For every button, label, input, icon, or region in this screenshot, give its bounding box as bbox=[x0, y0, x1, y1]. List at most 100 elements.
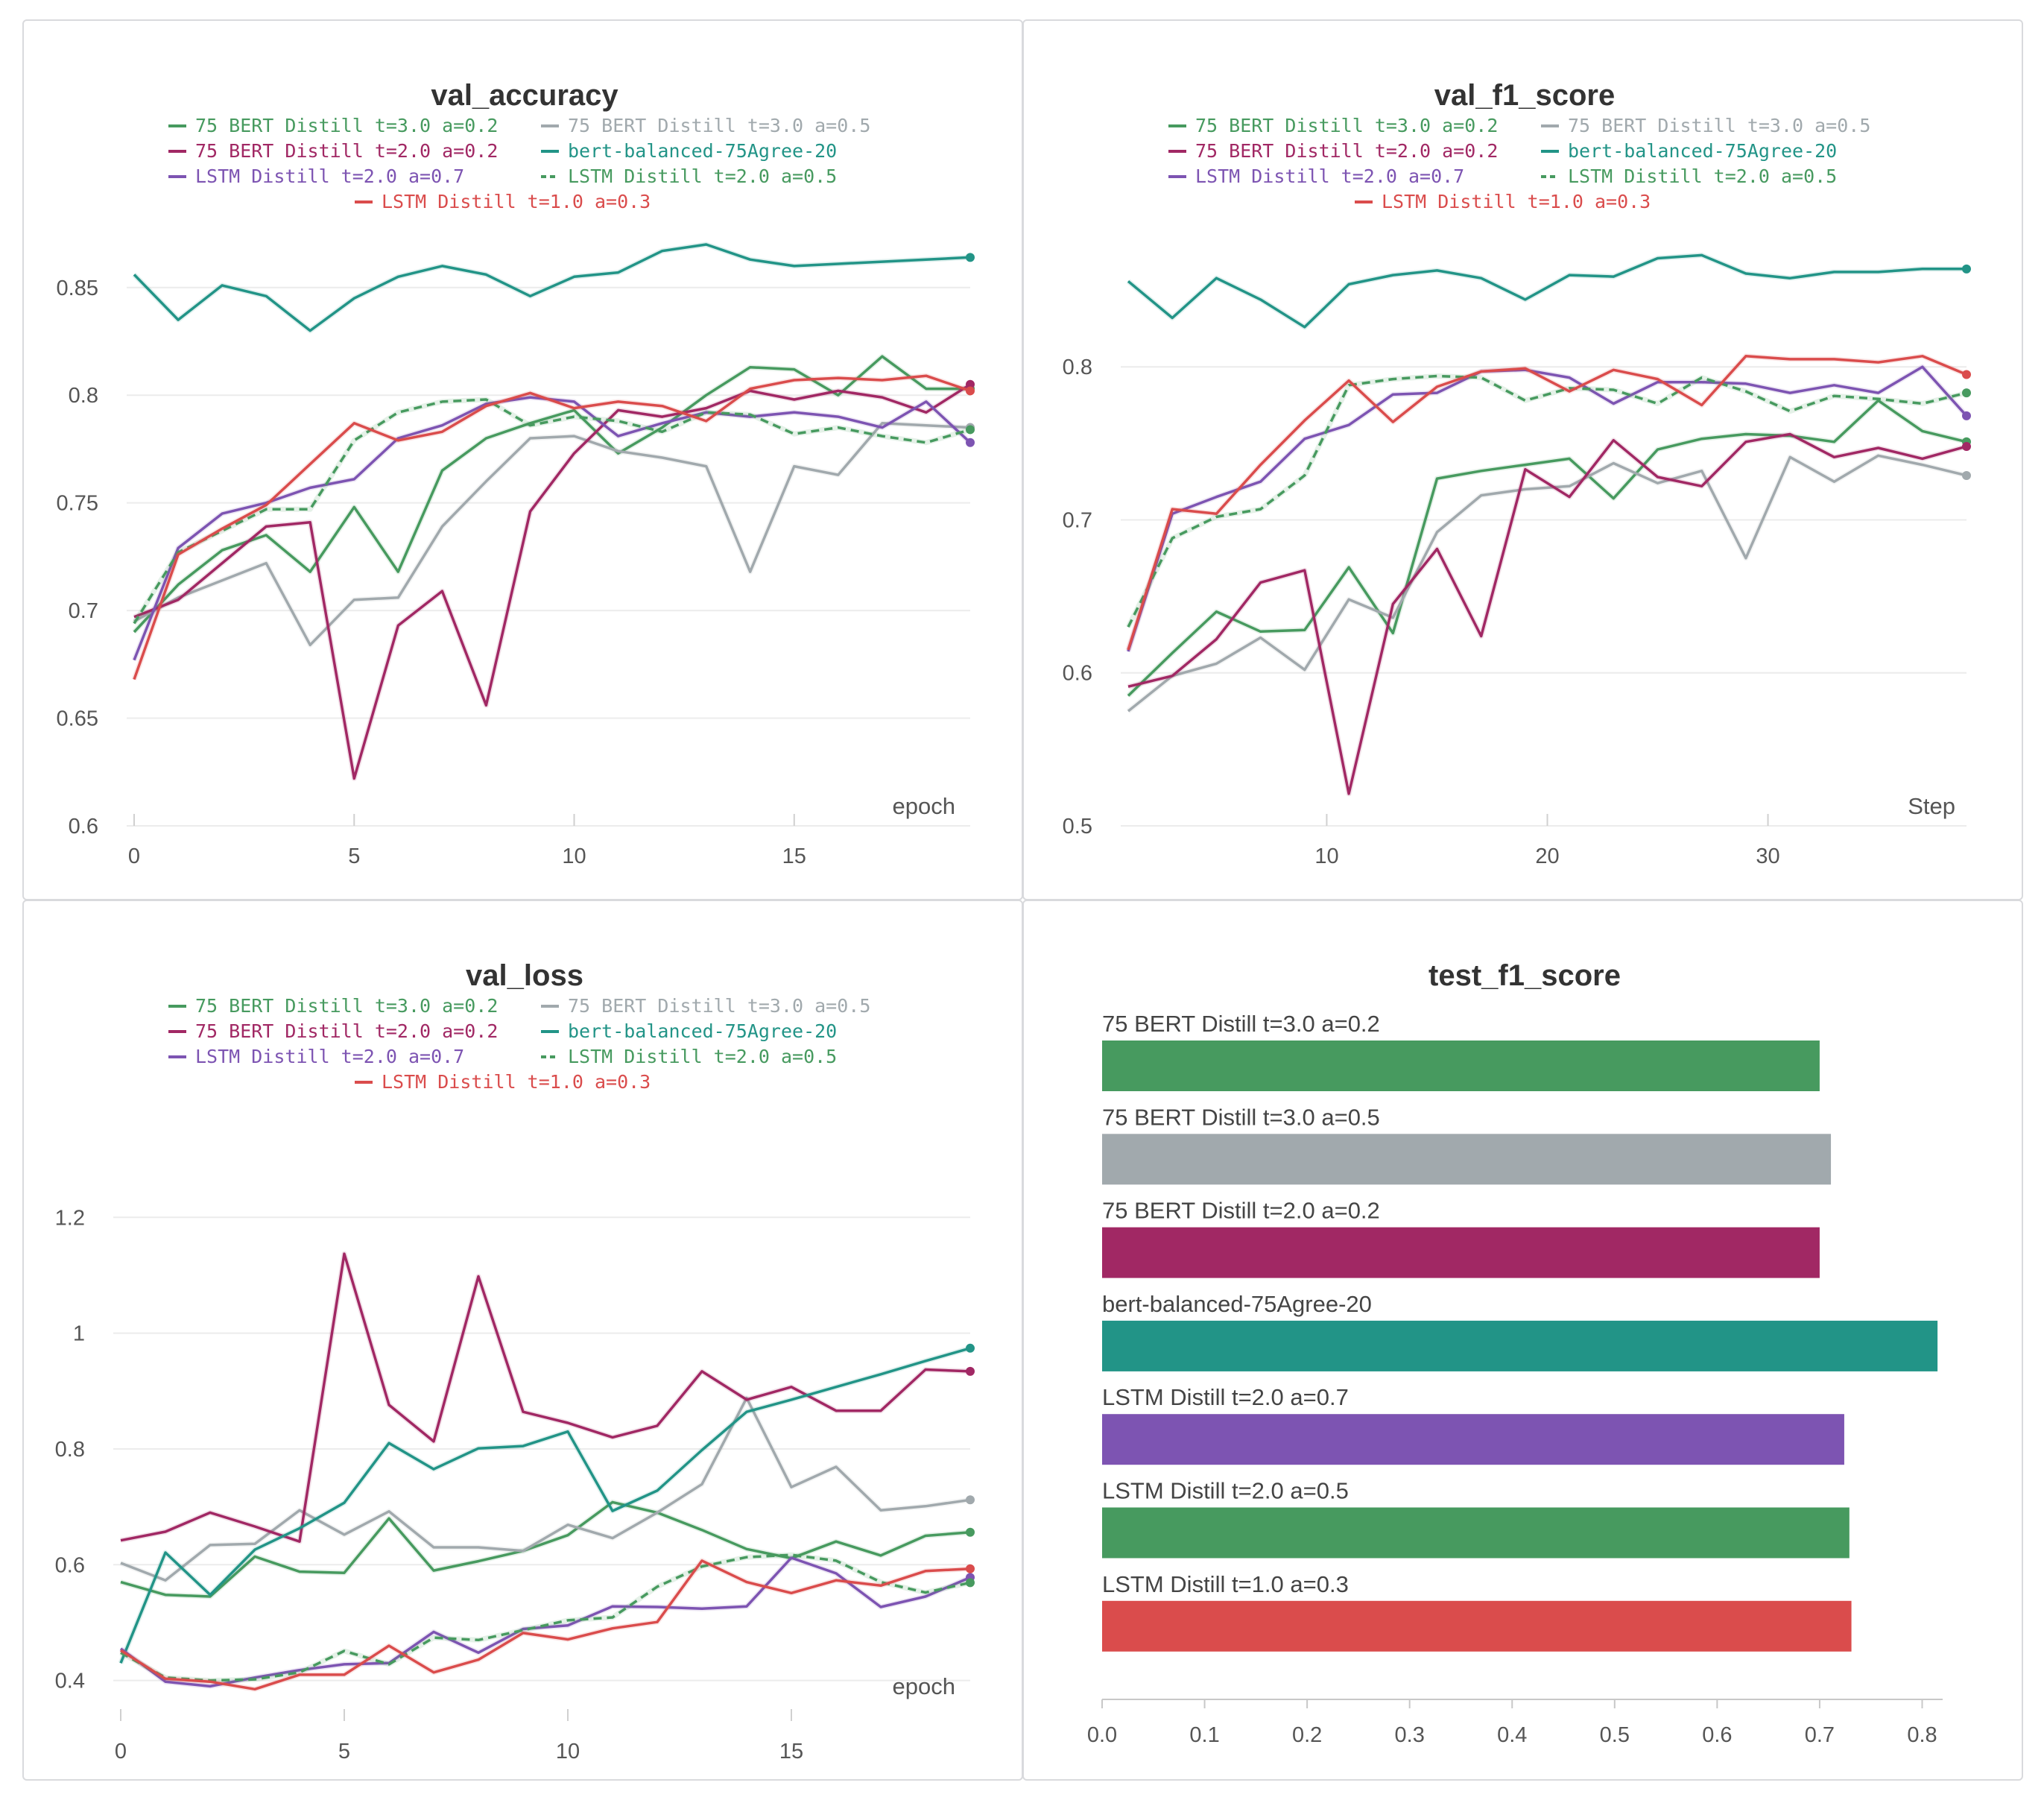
legend-item-lstm-t2-a07[interactable]: LSTM Distill t=2.0 a=0.7 bbox=[168, 165, 464, 187]
series-line-bert-t2-a02[interactable] bbox=[120, 1252, 971, 1543]
panel-val-loss[interactable]: val_loss 75 BERT Distill t=3.0 a=0.2 75 B… bbox=[22, 900, 1023, 1781]
legend-item-lstm-t2-a07[interactable]: LSTM Distill t=2.0 a=0.7 bbox=[168, 1046, 464, 1067]
val-accuracy-legend[interactable]: 75 BERT Distill t=3.0 a=0.2 75 BERT Disti… bbox=[168, 115, 870, 212]
legend-item-bert-t2-a02[interactable]: 75 BERT Distill t=2.0 a=0.2 bbox=[168, 140, 498, 162]
series-endpoint[interactable] bbox=[966, 1495, 975, 1505]
legend-item-bert-t3-a02[interactable]: 75 BERT Distill t=3.0 a=0.2 bbox=[168, 995, 498, 1017]
legend-item-lstm-t2-a05[interactable]: LSTM Distill t=2.0 a=0.5 bbox=[541, 1046, 837, 1067]
bar[interactable] bbox=[1102, 1134, 1832, 1185]
series-endpoint[interactable] bbox=[966, 1527, 975, 1537]
series-endpoint[interactable] bbox=[966, 1343, 975, 1353]
val-f1-score-legend[interactable]: 75 BERT Distill t=3.0 a=0.2 75 BERT Disti… bbox=[1168, 115, 1870, 212]
series-line-bert-balanced[interactable] bbox=[133, 243, 971, 332]
bar[interactable] bbox=[1102, 1507, 1850, 1559]
bar-row-bert-t2-a02[interactable]: 75 BERT Distill t=2.0 a=0.2 bbox=[1102, 1198, 1820, 1278]
legend-item-bert-t3-a05[interactable]: 75 BERT Distill t=3.0 a=0.5 bbox=[541, 995, 870, 1017]
legend-item-bert-t3-a05[interactable]: 75 BERT Distill t=3.0 a=0.5 bbox=[541, 115, 870, 136]
legend-item-bert-t2-a02[interactable]: 75 BERT Distill t=2.0 a=0.2 bbox=[1168, 140, 1498, 162]
bar-row-bert-t3-a05[interactable]: 75 BERT Distill t=3.0 a=0.5 bbox=[1102, 1104, 1832, 1185]
legend-item-lstm-t1-a03[interactable]: LSTM Distill t=1.0 a=0.3 bbox=[355, 191, 651, 212]
series-endpoint[interactable] bbox=[1962, 264, 1971, 274]
x-tick-label: 0.3 bbox=[1395, 1723, 1425, 1747]
series-endpoint[interactable] bbox=[966, 438, 975, 447]
val-f1-score-series[interactable] bbox=[1125, 252, 1971, 797]
bar[interactable] bbox=[1102, 1600, 1852, 1652]
series-line-lstm-t1-a03[interactable] bbox=[133, 374, 971, 681]
y-tick-label: 0.6 bbox=[1063, 662, 1092, 686]
bar-row-lstm-t2-a05[interactable]: LSTM Distill t=2.0 a=0.5 bbox=[1102, 1478, 1850, 1559]
series-line-bert-t3-a05[interactable] bbox=[1127, 454, 1967, 713]
series-line-bert-t3-a05[interactable] bbox=[120, 1396, 971, 1582]
val-loss-legend[interactable]: 75 BERT Distill t=3.0 a=0.2 75 BERT Disti… bbox=[168, 995, 870, 1093]
val-f1-score-x-axis: 10 20 30 bbox=[1314, 814, 1780, 868]
bar[interactable] bbox=[1102, 1320, 1938, 1371]
panel-val-accuracy[interactable]: val_accuracy 75 BERT Distill t=3.0 a=0.2… bbox=[22, 19, 1023, 900]
val-loss-series[interactable] bbox=[118, 1251, 975, 1692]
x-tick-label: 0.7 bbox=[1805, 1723, 1835, 1747]
series-line-bert-t3-a02[interactable] bbox=[120, 1500, 971, 1598]
series-line-lstm-t2-a05[interactable] bbox=[1127, 374, 1967, 628]
bar[interactable] bbox=[1102, 1227, 1820, 1278]
series-endpoint[interactable] bbox=[1962, 441, 1971, 451]
series-line-bert-t3-a02[interactable] bbox=[1127, 399, 1967, 697]
series-endpoint[interactable] bbox=[1962, 370, 1971, 379]
x-tick-label: 20 bbox=[1535, 844, 1559, 868]
series-line-lstm-t1-a03[interactable] bbox=[1127, 355, 1967, 651]
x-tick-label: 10 bbox=[556, 1740, 580, 1763]
bar[interactable] bbox=[1102, 1041, 1820, 1091]
val-loss-title: val_loss bbox=[466, 959, 583, 992]
legend-item-bert-t3-a02[interactable]: 75 BERT Distill t=3.0 a=0.2 bbox=[168, 115, 498, 136]
y-tick-label: 0.85 bbox=[57, 277, 98, 300]
series-line-lstm-t1-a03[interactable] bbox=[120, 1559, 971, 1691]
val-f1-score-title: val_f1_score bbox=[1434, 79, 1615, 112]
legend-item-bert-balanced[interactable]: bert-balanced-75Agree-20 bbox=[1541, 140, 1837, 162]
test-f1-score-bars[interactable]: 75 BERT Distill t=3.0 a=0.2 75 BERT Disti… bbox=[1102, 1011, 1938, 1652]
series-line-bert-balanced[interactable] bbox=[1127, 253, 1967, 329]
legend-item-lstm-t1-a03[interactable]: LSTM Distill t=1.0 a=0.3 bbox=[1355, 191, 1651, 212]
series-line-lstm-t2-a07[interactable] bbox=[1127, 365, 1968, 652]
series-endpoint[interactable] bbox=[966, 253, 975, 262]
series-endpoint[interactable] bbox=[1962, 388, 1971, 398]
series-line-bert-balanced[interactable] bbox=[119, 1347, 971, 1664]
test-f1-score-chart: test_f1_score 75 BERT Distill t=3.0 a=0.… bbox=[1087, 959, 1943, 1747]
series-halo bbox=[119, 1552, 971, 1684]
legend-item-bert-balanced[interactable]: bert-balanced-75Agree-20 bbox=[541, 140, 837, 162]
val-loss-chart: val_loss 75 BERT Distill t=3.0 a=0.2 75 B… bbox=[55, 959, 975, 1763]
series-endpoint[interactable] bbox=[966, 1578, 975, 1588]
bar-row-bert-balanced[interactable]: bert-balanced-75Agree-20 bbox=[1102, 1291, 1938, 1371]
legend-item-lstm-t2-a05[interactable]: LSTM Distill t=2.0 a=0.5 bbox=[541, 165, 837, 187]
legend-item-bert-t2-a02[interactable]: 75 BERT Distill t=2.0 a=0.2 bbox=[168, 1020, 498, 1042]
series-line-lstm-t2-a07[interactable] bbox=[119, 1556, 971, 1688]
series-line-lstm-t2-a05[interactable] bbox=[120, 1553, 971, 1682]
series-endpoint[interactable] bbox=[966, 425, 975, 435]
legend-item-lstm-t2-a05[interactable]: LSTM Distill t=2.0 a=0.5 bbox=[1541, 165, 1837, 187]
series-endpoint[interactable] bbox=[1962, 411, 1971, 420]
series-line-bert-t2-a02[interactable] bbox=[133, 383, 971, 780]
series-line-lstm-t2-a05[interactable] bbox=[133, 398, 971, 625]
panel-val-f1-score[interactable]: val_f1_score 75 BERT Distill t=3.0 a=0.2… bbox=[1022, 19, 2023, 900]
legend-item-lstm-t1-a03[interactable]: LSTM Distill t=1.0 a=0.3 bbox=[355, 1071, 651, 1093]
legend-label: 75 BERT Distill t=3.0 a=0.2 bbox=[195, 115, 498, 136]
series-line-bert-t2-a02[interactable] bbox=[1127, 432, 1967, 795]
legend-item-lstm-t2-a07[interactable]: LSTM Distill t=2.0 a=0.7 bbox=[1168, 165, 1464, 187]
val-accuracy-series[interactable] bbox=[131, 241, 975, 781]
legend-label: LSTM Distill t=1.0 a=0.3 bbox=[1382, 191, 1651, 212]
series-halo bbox=[1126, 252, 1967, 330]
series-line-bert-t3-a02[interactable] bbox=[133, 355, 970, 634]
series-endpoint[interactable] bbox=[966, 1564, 975, 1573]
bar-row-lstm-t1-a03[interactable]: LSTM Distill t=1.0 a=0.3 bbox=[1102, 1571, 1852, 1652]
legend-item-bert-balanced[interactable]: bert-balanced-75Agree-20 bbox=[541, 1020, 837, 1042]
series-endpoint[interactable] bbox=[966, 386, 975, 396]
legend-item-bert-t3-a05[interactable]: 75 BERT Distill t=3.0 a=0.5 bbox=[1541, 115, 1870, 136]
series-line-bert-t3-a05[interactable] bbox=[133, 422, 971, 647]
legend-item-bert-t3-a02[interactable]: 75 BERT Distill t=3.0 a=0.2 bbox=[1168, 115, 1498, 136]
bar-row-bert-t3-a02[interactable]: 75 BERT Distill t=3.0 a=0.2 bbox=[1102, 1011, 1820, 1091]
x-tick-label: 0.2 bbox=[1292, 1723, 1322, 1747]
bar-row-lstm-t2-a07[interactable]: LSTM Distill t=2.0 a=0.7 bbox=[1102, 1384, 1844, 1465]
x-tick-label: 15 bbox=[779, 1740, 803, 1763]
series-endpoint[interactable] bbox=[966, 379, 975, 389]
panel-test-f1-score[interactable]: test_f1_score 75 BERT Distill t=3.0 a=0.… bbox=[1022, 900, 2023, 1781]
bar[interactable] bbox=[1102, 1414, 1844, 1465]
series-endpoint[interactable] bbox=[966, 1366, 975, 1376]
series-endpoint[interactable] bbox=[1962, 470, 1971, 480]
